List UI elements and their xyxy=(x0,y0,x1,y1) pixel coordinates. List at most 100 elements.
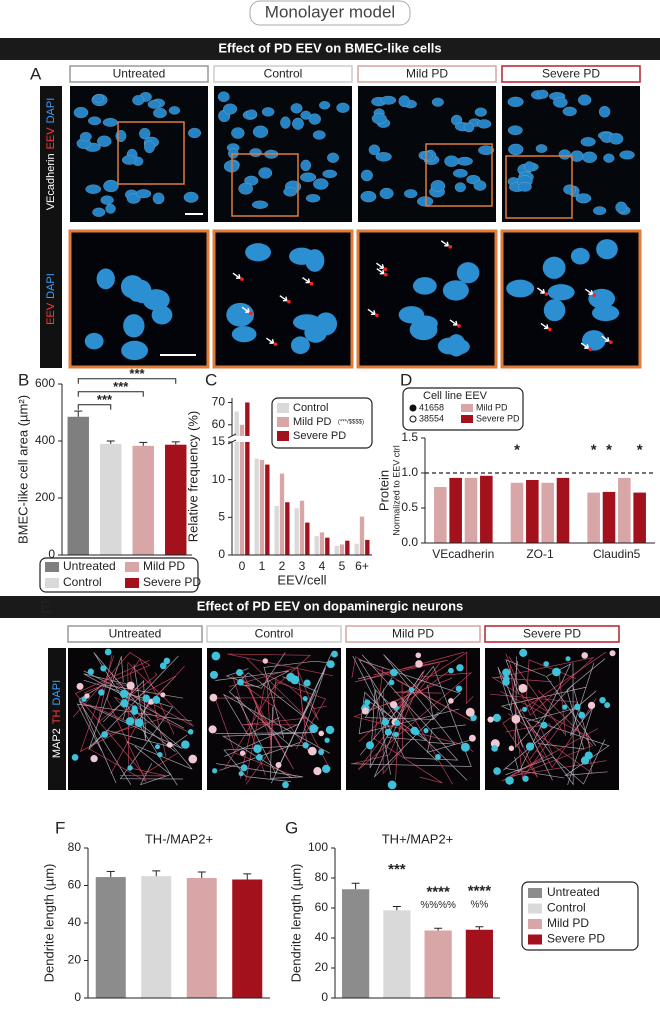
nucleus xyxy=(103,179,119,193)
legend-swatch xyxy=(45,562,59,572)
y-tick-label: 20 xyxy=(68,953,82,967)
cell-body xyxy=(90,755,98,763)
y-tick-label: 40 xyxy=(68,915,82,929)
nucleus xyxy=(619,150,635,160)
nucleus xyxy=(153,107,167,119)
nucleus xyxy=(231,127,245,139)
neurite xyxy=(224,681,327,770)
condition-box xyxy=(206,625,342,643)
nucleus xyxy=(85,184,102,194)
cell-body xyxy=(307,746,317,756)
significance-label: **** xyxy=(468,883,492,900)
cell-body xyxy=(302,742,309,749)
legend-label: Mild PD xyxy=(293,416,332,428)
nucleus xyxy=(412,277,437,295)
neurite xyxy=(134,745,172,786)
nucleus xyxy=(524,161,535,172)
legend-box xyxy=(39,557,199,593)
label-part: EEV xyxy=(45,302,57,325)
bar xyxy=(618,477,631,543)
legend-title: Cell line xyxy=(423,390,462,402)
neurite xyxy=(373,671,439,778)
nucleus xyxy=(96,268,115,290)
nucleus xyxy=(126,193,141,204)
nucleus xyxy=(152,192,165,205)
cell-body xyxy=(238,771,244,777)
condition-label: Severe PD xyxy=(542,67,600,81)
neurite xyxy=(351,665,472,767)
y-tick-label: 0.5 xyxy=(401,500,418,514)
error-bar xyxy=(139,441,148,446)
legend-swatch xyxy=(528,903,542,914)
cell-body xyxy=(163,657,171,665)
nucleus xyxy=(506,279,535,298)
y-tick-label: 0 xyxy=(48,547,55,561)
bar xyxy=(480,475,493,543)
cell-body xyxy=(460,742,470,752)
cell-body xyxy=(581,652,589,659)
arrow xyxy=(540,322,549,330)
significance-label: *** xyxy=(129,366,145,381)
nucleus xyxy=(360,190,377,203)
legend-swatch xyxy=(125,578,139,588)
panel-label: D xyxy=(400,370,412,389)
condition-label: Control xyxy=(255,627,294,641)
panel-label: C xyxy=(205,370,217,389)
legend-label: Severe PD xyxy=(143,575,201,589)
legend-box xyxy=(271,397,373,449)
cell-body xyxy=(609,650,616,657)
cell-body xyxy=(456,664,464,672)
legend-label: 38554 xyxy=(419,413,444,423)
nucleus xyxy=(79,131,92,142)
nucleus xyxy=(102,117,118,127)
cell-body xyxy=(562,704,568,710)
bar xyxy=(319,532,325,555)
nucleus xyxy=(474,107,487,117)
micrograph-zoom xyxy=(500,229,642,369)
nucleus xyxy=(290,336,310,355)
bar xyxy=(232,879,263,998)
significance-label: * xyxy=(591,442,597,459)
cell-body xyxy=(565,656,571,662)
significance-label: * xyxy=(637,442,643,459)
label-strip xyxy=(48,648,66,790)
nucleus xyxy=(226,302,255,327)
arrow xyxy=(440,240,449,247)
neurite xyxy=(245,675,272,785)
eev-dot xyxy=(249,311,253,316)
neurite xyxy=(238,671,294,779)
cell-body xyxy=(387,780,397,790)
cell-body xyxy=(455,685,463,692)
cell-body xyxy=(502,668,511,677)
legend-label: Mild PD xyxy=(143,559,185,573)
nucleus xyxy=(121,340,149,361)
cell-body xyxy=(126,681,135,690)
cell-body xyxy=(522,775,529,782)
nucleus xyxy=(292,117,304,130)
nucleus xyxy=(360,169,373,182)
bar xyxy=(141,876,172,998)
bar xyxy=(305,522,310,555)
nucleus xyxy=(261,107,275,117)
neurite xyxy=(357,662,473,771)
figure-title: Monolayer model xyxy=(265,2,395,21)
section-banner xyxy=(0,38,660,60)
y-tick-label: 10 xyxy=(212,472,226,486)
bar xyxy=(132,445,154,555)
cell-body xyxy=(131,707,139,715)
nucleus xyxy=(535,144,548,153)
chart-title: TH-/MAP2+ xyxy=(145,831,213,846)
cell-body xyxy=(237,678,244,686)
condition-box xyxy=(67,625,203,643)
nucleus xyxy=(188,127,202,139)
cell-body xyxy=(212,768,218,774)
cell-body xyxy=(522,706,528,712)
cell-body xyxy=(465,707,475,717)
bar xyxy=(342,889,370,998)
y-tick-label: 60 xyxy=(315,900,329,914)
x-tick-label: 6+ xyxy=(355,559,369,573)
nucleus xyxy=(598,105,611,118)
bar xyxy=(259,460,265,555)
bar xyxy=(67,416,89,555)
bar xyxy=(245,402,250,555)
